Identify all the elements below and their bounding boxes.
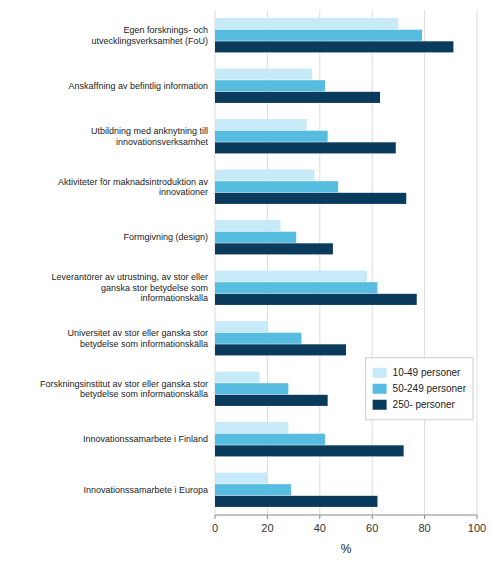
legend-label: 250- personer	[393, 399, 456, 410]
x-axis-label: %	[341, 542, 352, 556]
tick-mark	[372, 515, 373, 519]
bar	[215, 119, 307, 130]
bar	[215, 321, 267, 332]
bar	[215, 170, 315, 181]
bar	[215, 243, 333, 254]
category-label: Forskningsinstitut av stor eller ganska …	[40, 379, 208, 400]
bar	[215, 282, 377, 293]
bar	[215, 383, 288, 394]
bar	[215, 131, 328, 142]
bar	[215, 395, 328, 406]
bar	[215, 80, 325, 91]
category-label: Innovationssamarbete i Finland	[83, 434, 208, 444]
tick-mark	[477, 515, 478, 519]
legend-label: 10-49 personer	[393, 367, 461, 378]
bar	[215, 434, 325, 445]
axis-line	[215, 515, 477, 516]
category-label: Anskaffning av befintlig information	[69, 81, 208, 91]
y-axis: Innovationssamarbete i Europa Innovations…	[40, 25, 209, 495]
legend-box	[366, 358, 473, 420]
bar	[215, 445, 404, 456]
tick-label: 60	[366, 522, 378, 534]
bar	[215, 496, 377, 507]
bar	[215, 473, 267, 484]
tick-mark	[267, 515, 268, 519]
bar	[215, 372, 260, 383]
legend-swatch	[373, 400, 387, 410]
bar	[215, 333, 301, 344]
chart: 0 20 40 60 80 100% Innovationssamarbete i Euro…	[0, 0, 493, 561]
category-label: Aktiviteter för maknadsintroduktion avin…	[58, 177, 209, 198]
bar	[215, 193, 406, 204]
bar	[215, 344, 346, 355]
bar	[215, 18, 398, 29]
bar	[215, 92, 380, 103]
bar	[215, 41, 453, 52]
category-label: Leverantörer av utrustning, av stor elle…	[51, 272, 208, 303]
legend: 10-49 personer 50-249 personer 250- person…	[366, 358, 473, 420]
grid	[215, 10, 477, 515]
grid-line	[372, 10, 373, 515]
category-label: Formgivning (design)	[123, 232, 208, 242]
tick-label: 80	[418, 522, 430, 534]
tick-label: 100	[468, 522, 486, 534]
bar	[215, 220, 281, 231]
plot-area: 0 20 40 60 80 100% Innovationssamarbete i Euro…	[40, 10, 486, 556]
bar	[215, 294, 417, 305]
grid-line	[477, 10, 478, 515]
bar	[215, 422, 288, 433]
legend-swatch	[373, 368, 387, 378]
tick-mark	[319, 515, 320, 519]
bars	[215, 18, 453, 507]
category-label: Utbildning med anknytning tillinnovation…	[91, 126, 209, 147]
tick-mark	[424, 515, 425, 519]
category-label: Egen forsknings- ochutvecklingsverksamhe…	[91, 25, 208, 46]
bar	[215, 232, 296, 243]
tick-label: 0	[212, 522, 218, 534]
tick-mark	[215, 515, 216, 519]
tick-label: 20	[261, 522, 273, 534]
grid-line	[424, 10, 425, 515]
legend-label: 50-249 personer	[393, 383, 467, 394]
tick-label: 40	[314, 522, 326, 534]
bar	[215, 484, 291, 495]
bar	[215, 142, 396, 153]
x-axis: 0 20 40 60 80 100	[212, 515, 486, 534]
category-label: Universitet av stor eller ganska storbet…	[67, 328, 208, 349]
bar	[215, 271, 367, 282]
category-label: Innovationssamarbete i Europa	[83, 485, 208, 495]
legend-swatch	[373, 384, 387, 394]
bar	[215, 30, 422, 41]
bar	[215, 69, 312, 80]
bar	[215, 181, 338, 192]
